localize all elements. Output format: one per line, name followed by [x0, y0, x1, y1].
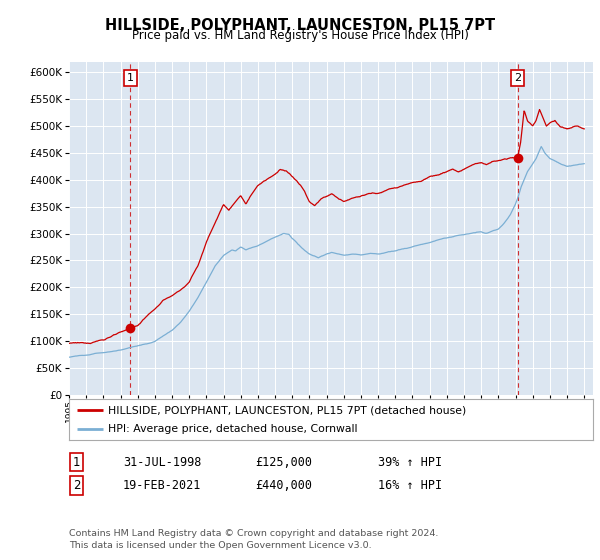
Text: 19-FEB-2021: 19-FEB-2021 — [123, 479, 202, 492]
Text: HPI: Average price, detached house, Cornwall: HPI: Average price, detached house, Corn… — [108, 424, 358, 433]
Text: HILLSIDE, POLYPHANT, LAUNCESTON, PL15 7PT: HILLSIDE, POLYPHANT, LAUNCESTON, PL15 7P… — [105, 18, 495, 34]
Text: 2: 2 — [514, 73, 521, 83]
Text: HILLSIDE, POLYPHANT, LAUNCESTON, PL15 7PT (detached house): HILLSIDE, POLYPHANT, LAUNCESTON, PL15 7P… — [108, 405, 467, 415]
Text: 16% ↑ HPI: 16% ↑ HPI — [378, 479, 442, 492]
Text: Contains HM Land Registry data © Crown copyright and database right 2024.
This d: Contains HM Land Registry data © Crown c… — [69, 529, 439, 550]
Text: £440,000: £440,000 — [255, 479, 312, 492]
Text: Price paid vs. HM Land Registry's House Price Index (HPI): Price paid vs. HM Land Registry's House … — [131, 29, 469, 42]
Text: £125,000: £125,000 — [255, 455, 312, 469]
Text: 2: 2 — [73, 479, 80, 492]
Text: 1: 1 — [73, 455, 80, 469]
Text: 31-JUL-1998: 31-JUL-1998 — [123, 455, 202, 469]
Text: 1: 1 — [127, 73, 134, 83]
Text: 39% ↑ HPI: 39% ↑ HPI — [378, 455, 442, 469]
